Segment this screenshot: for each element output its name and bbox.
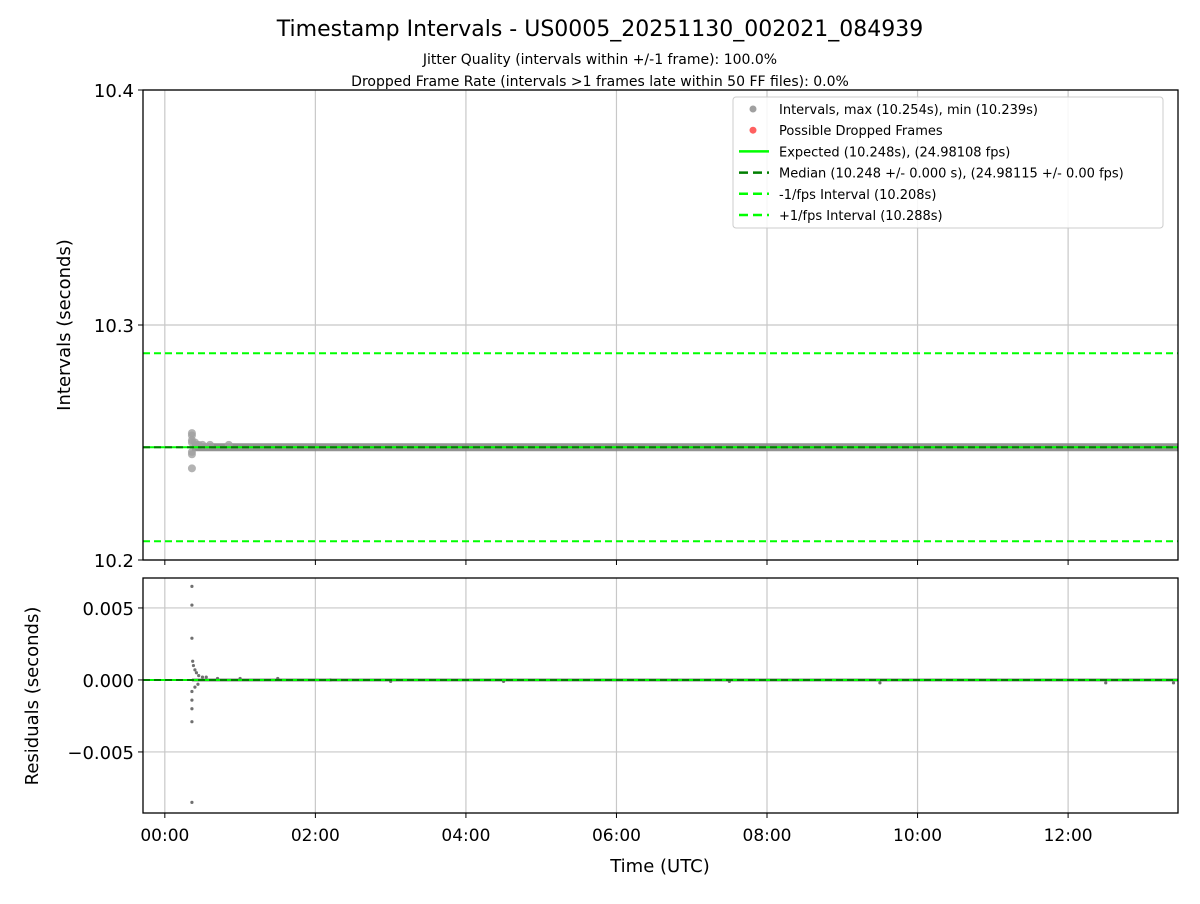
x-tick-label: 08:00: [743, 826, 792, 846]
residuals-plot: 0.005 0.000 −0.005 00:00 02:00 04:00 06:00 08:0…: [67, 577, 1179, 846]
y-tick-label: −0.005: [67, 743, 134, 764]
data-point: [194, 671, 199, 675]
data-point: [187, 450, 196, 459]
data-point: [1171, 681, 1176, 685]
data-point: [1104, 681, 1108, 685]
data-point: [190, 584, 194, 588]
chart-subtitle-dropped: Dropped Frame Rate (intervals >1 frames …: [351, 74, 849, 90]
legend-label: Expected (10.248s), (24.98108 fps): [779, 145, 1010, 160]
x-tick-label: 12:00: [1044, 826, 1093, 846]
y-tick-label: 0.005: [82, 599, 134, 620]
chart-title: Timestamp Intervals - US0005_20251130_00…: [276, 17, 923, 42]
legend-label: +1/fps Interval (10.288s): [779, 209, 943, 224]
legend-label: Intervals, max (10.254s), min (10.239s): [779, 103, 1038, 118]
legend: Intervals, max (10.254s), min (10.239s) P…: [732, 96, 1164, 229]
data-point: [191, 663, 196, 668]
x-tick-label: 06:00: [592, 826, 641, 846]
plot-frame: [142, 89, 1179, 561]
data-point: [190, 800, 194, 804]
data-point: [190, 689, 194, 694]
legend-box: [732, 96, 1164, 229]
x-axis-label: Time (UTC): [609, 856, 710, 877]
data-point: [200, 675, 205, 679]
data-point: [878, 681, 882, 685]
x-tick-label: 10:00: [893, 826, 942, 846]
data-point: [193, 685, 197, 689]
legend-label: Possible Dropped Frames: [779, 124, 943, 139]
y-axis-label-intervals: Intervals (seconds): [54, 239, 75, 411]
data-point: [193, 668, 197, 672]
data-point: [196, 682, 200, 686]
chart-subtitle-jitter: Jitter Quality (intervals within +/-1 fr…: [422, 52, 777, 68]
y-tick-label: 10.3: [94, 316, 134, 337]
data-point: [190, 720, 194, 724]
plot-frame: [142, 577, 1179, 814]
legend-marker: [749, 105, 757, 113]
data-point: [187, 464, 196, 473]
data-point: [190, 636, 194, 640]
y-tick-label: 10.4: [94, 81, 134, 102]
data-point: [204, 675, 208, 679]
legend-label: Median (10.248 +/- 0.000 s), (24.98115 +…: [779, 167, 1124, 182]
data-point: [190, 698, 194, 702]
y-tick-label: 0.000: [82, 671, 134, 692]
data-point: [197, 674, 201, 678]
x-tick-label: 00:00: [140, 826, 189, 846]
x-tick-label: 02:00: [291, 826, 340, 846]
data-point: [191, 659, 195, 663]
x-tick-label: 04:00: [441, 826, 490, 846]
data-point: [190, 707, 194, 711]
data-point: [190, 603, 194, 607]
legend-marker: [749, 126, 757, 134]
y-tick-label: 10.2: [94, 551, 134, 572]
y-axis-label-residuals: Residuals (seconds): [22, 607, 43, 786]
legend-label: -1/fps Interval (10.208s): [779, 188, 936, 203]
